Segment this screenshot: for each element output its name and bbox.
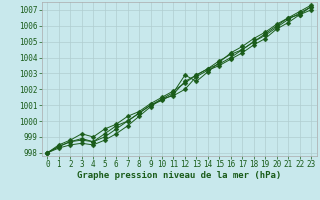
X-axis label: Graphe pression niveau de la mer (hPa): Graphe pression niveau de la mer (hPa) [77, 171, 281, 180]
